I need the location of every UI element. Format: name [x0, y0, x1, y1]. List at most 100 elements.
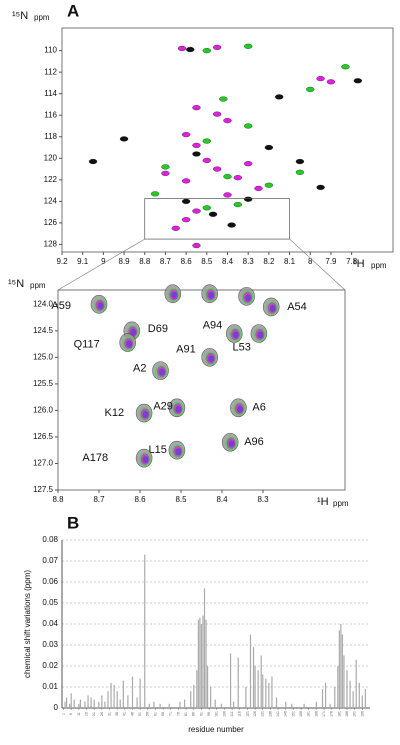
- bar: [101, 695, 103, 708]
- x-tick-label: 56: [146, 712, 150, 716]
- x-tick-label: 51: [138, 712, 142, 716]
- bar: [275, 697, 278, 708]
- y-tick-label: 122: [44, 175, 58, 184]
- peak: [119, 136, 129, 142]
- bar: [98, 701, 100, 708]
- y-tick-label: 0.01: [42, 682, 58, 691]
- bar: [337, 666, 339, 708]
- bar: [199, 617, 201, 708]
- x-tick-label: 126: [253, 711, 257, 717]
- bar: [136, 697, 138, 708]
- bar: [364, 689, 367, 708]
- peak-contour: [175, 405, 182, 413]
- peak: [223, 174, 232, 180]
- peak-label: A178: [82, 452, 108, 464]
- y-tick-label: 110: [44, 46, 57, 55]
- peak: [264, 144, 274, 151]
- bar: [93, 699, 95, 708]
- y-tick-label: 126.5: [33, 432, 54, 441]
- x-axis-unit: ppm: [371, 261, 387, 270]
- bar: [329, 703, 331, 708]
- bar: [291, 703, 293, 708]
- peak: [161, 170, 170, 176]
- x-tick-label: 76: [176, 712, 180, 716]
- y-tick-label: 124.0: [33, 299, 54, 308]
- peak-contour: [130, 328, 137, 336]
- peak: [233, 202, 242, 208]
- bar: [168, 703, 170, 708]
- y-tick-label: 116: [44, 110, 57, 119]
- zoom-region: [144, 198, 290, 240]
- x-tick-label: 8.5: [175, 495, 187, 504]
- bar: [107, 691, 109, 708]
- bar: [249, 634, 252, 708]
- x-tick-label: 131: [261, 711, 265, 717]
- peak-contour: [159, 368, 165, 376]
- peak: [186, 46, 195, 53]
- x-tick-label: 8.6: [134, 495, 146, 504]
- peak: [88, 158, 98, 165]
- x-tick-label: 181: [337, 711, 341, 717]
- peak: [202, 205, 211, 211]
- bar: [260, 655, 262, 708]
- bar: [220, 703, 222, 708]
- bar: [205, 619, 207, 708]
- x-tick-label: 16: [84, 712, 88, 716]
- peak: [192, 208, 201, 214]
- bar: [113, 684, 115, 708]
- zoom-connector: [57, 238, 145, 291]
- peak: [192, 151, 201, 157]
- peak-contour: [269, 304, 276, 312]
- peak-label: K12: [105, 407, 125, 419]
- bar: [193, 684, 195, 708]
- x-tick-label: 31: [107, 712, 111, 716]
- x-tick-label: 61: [153, 712, 157, 716]
- peak-label: A96: [244, 436, 264, 448]
- bar: [78, 703, 80, 708]
- x-tick-label: 151: [291, 711, 295, 717]
- peak: [181, 132, 191, 138]
- x-tick-label: 7.9: [325, 257, 337, 266]
- plot-frame: [57, 289, 346, 491]
- peak: [254, 185, 263, 192]
- bar: [127, 695, 129, 708]
- bar: [153, 701, 155, 708]
- peak-contour: [208, 355, 215, 363]
- bar: [64, 701, 66, 708]
- x-tick-label: 191: [353, 711, 357, 717]
- bar: [79, 699, 81, 708]
- x-tick-label: 136: [268, 711, 272, 717]
- bar: [257, 670, 259, 708]
- y-axis-label: ¹⁵N: [12, 10, 28, 22]
- peak: [353, 78, 362, 84]
- y-tick-label: 0: [54, 703, 59, 712]
- peak: [227, 222, 236, 228]
- x-tick-label: 1: [61, 713, 65, 715]
- x-axis-label: residue number: [188, 725, 244, 734]
- bar: [190, 691, 192, 708]
- bar: [233, 701, 235, 708]
- x-tick-label: 8: [308, 257, 313, 266]
- peak-label: A59: [51, 300, 71, 312]
- bar: [87, 695, 89, 708]
- peak: [306, 86, 315, 92]
- bar: [69, 703, 71, 708]
- bar: [315, 701, 317, 708]
- x-tick-label: 121: [245, 711, 249, 717]
- peak-contour: [175, 448, 182, 456]
- bar: [340, 624, 342, 708]
- y-tick-label: 0.04: [42, 619, 58, 628]
- peak-contour: [228, 440, 235, 448]
- y-tick-label: 120: [44, 153, 58, 162]
- bar: [214, 699, 216, 708]
- x-tick-label: 111: [230, 711, 234, 716]
- y-tick-label: 127.5: [33, 485, 54, 494]
- x-tick-label: 8.2: [263, 257, 275, 266]
- peak-label: L15: [149, 444, 167, 456]
- bar: [197, 619, 199, 708]
- bar: [349, 680, 351, 708]
- peak: [181, 217, 191, 223]
- x-tick-label: 8.4: [222, 257, 234, 266]
- bar: [139, 678, 141, 708]
- x-tick-label: 8.8: [139, 257, 151, 266]
